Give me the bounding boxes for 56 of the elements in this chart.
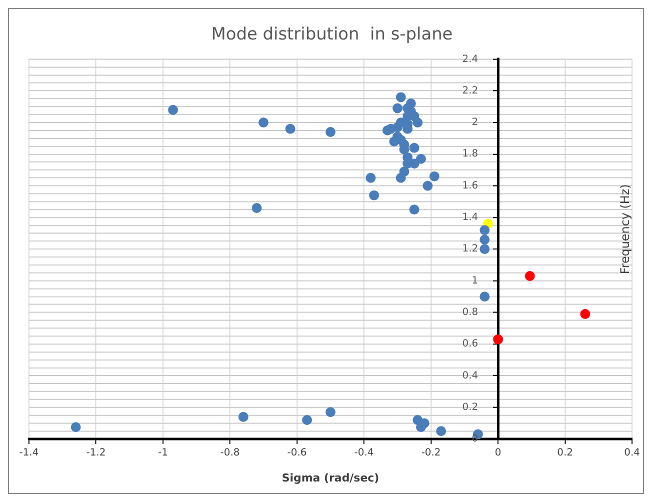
x-axis-title: Sigma (rad/sec)	[282, 471, 380, 484]
point	[302, 415, 312, 426]
point	[429, 171, 440, 182]
x-tick-label: -1	[158, 448, 168, 459]
y-tick-label: 1	[472, 275, 478, 286]
point	[412, 118, 423, 128]
y-tick-label: 1.8	[462, 148, 478, 160]
point	[258, 118, 268, 128]
y-tick-label: 1.4	[462, 212, 478, 224]
point	[409, 158, 420, 169]
point	[326, 407, 336, 418]
y-tick-label: 0.4	[462, 370, 478, 382]
x-tick-label: -1.2	[86, 448, 106, 459]
point	[409, 142, 420, 153]
point	[392, 122, 403, 132]
x-tick-label: -0.8	[220, 448, 240, 459]
chart-title: Mode distribution in s-plane	[211, 24, 453, 44]
point	[70, 422, 81, 432]
point	[480, 234, 490, 245]
y-tick-label: 1.6	[462, 180, 478, 192]
point	[480, 225, 490, 236]
point	[168, 104, 178, 115]
y-tick-label: 2.4	[462, 54, 478, 65]
point	[409, 204, 420, 215]
point	[480, 292, 490, 302]
x-tick-label: -0.6	[287, 448, 307, 459]
y-tick-label: 0.8	[462, 307, 478, 318]
point	[366, 172, 376, 183]
y-tick-label: 0.2	[462, 402, 478, 413]
y-tick-label: 0.6	[462, 338, 478, 350]
y-tick-label: 1.2	[462, 244, 478, 255]
point	[369, 190, 380, 200]
point	[392, 103, 403, 114]
point	[580, 309, 590, 319]
point	[480, 244, 490, 254]
point	[493, 334, 504, 344]
point	[416, 154, 426, 164]
x-tick-label: 0.4	[624, 448, 640, 459]
y-tick-label: 2	[472, 117, 478, 128]
point	[524, 271, 535, 281]
point	[396, 172, 406, 183]
x-tick-label: -0.4	[354, 448, 374, 459]
x-tick-label: 0	[494, 448, 502, 459]
x-tick-label: -1.4	[19, 448, 39, 459]
point	[436, 426, 446, 436]
y-axis-title: Frequency (Hz)	[618, 184, 632, 274]
point	[422, 180, 433, 191]
point	[285, 124, 296, 134]
point	[238, 412, 248, 422]
x-tick-label: -0.2	[421, 448, 441, 459]
point	[252, 202, 262, 213]
x-tick-label: 0.2	[557, 448, 573, 459]
y-tick-label: 0	[472, 434, 478, 445]
y-tick-label: 2.2	[462, 85, 478, 96]
point	[326, 127, 336, 137]
point	[396, 92, 406, 102]
